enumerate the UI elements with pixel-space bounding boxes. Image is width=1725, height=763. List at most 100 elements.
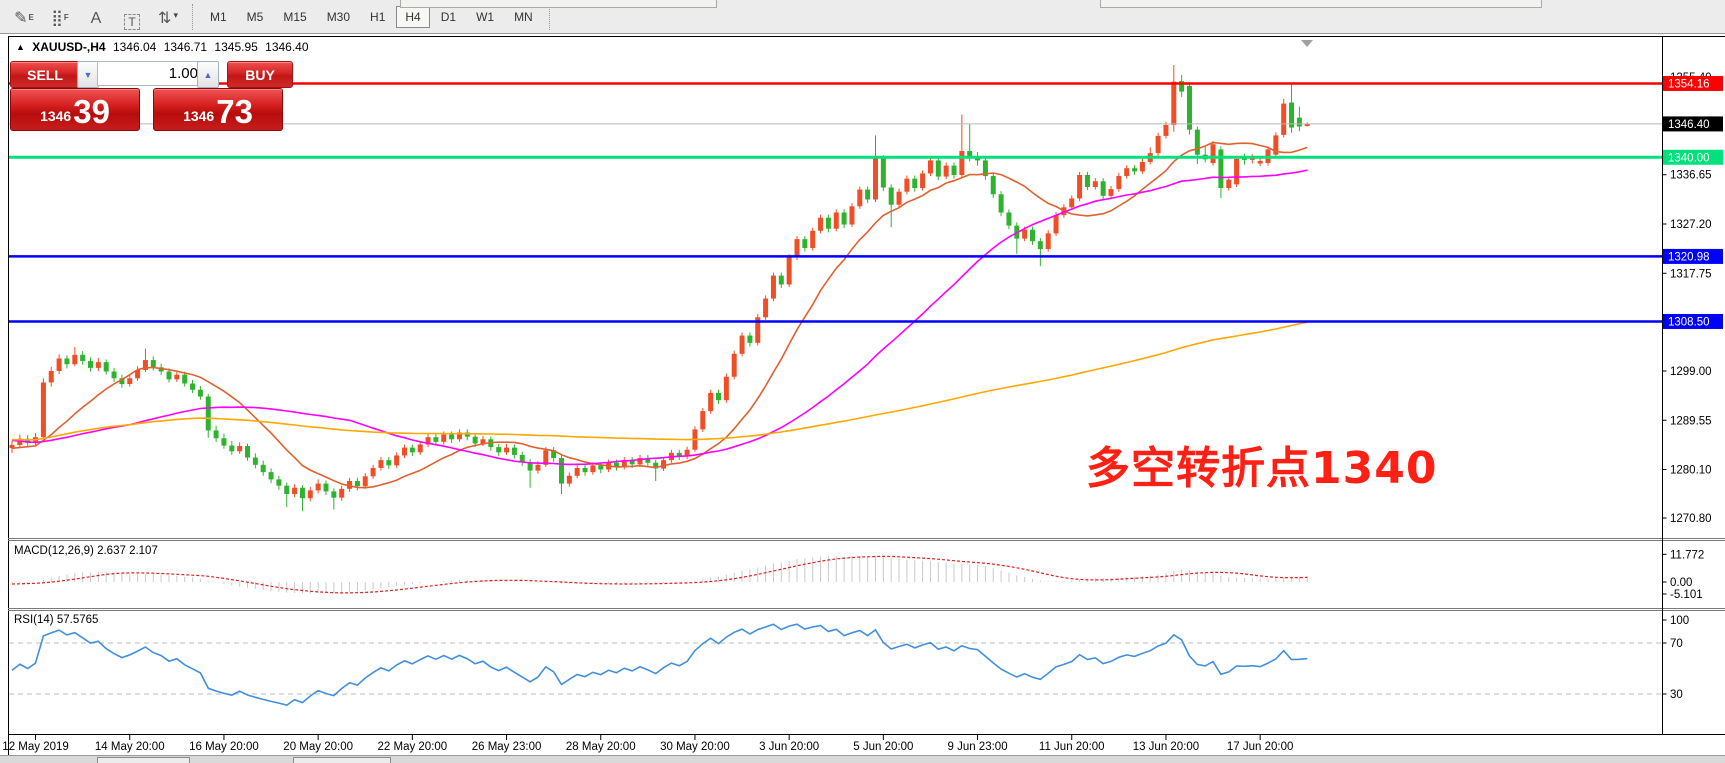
timeframe-button-MN[interactable]: MN xyxy=(514,9,533,24)
candle xyxy=(1092,178,1098,190)
candle xyxy=(645,454,651,467)
candle xyxy=(1273,132,1279,158)
collapse-triangle-icon[interactable]: ▲ xyxy=(16,42,25,52)
price-tick-label: 1270.80 xyxy=(1670,513,1712,525)
macd-label: MACD(12,26,9) 2.637 2.107 xyxy=(14,545,158,557)
price-tick-label: 1327.20 xyxy=(1670,219,1712,231)
grid-icon[interactable]: ⣿ F xyxy=(51,9,69,27)
candle xyxy=(810,227,816,251)
macd-values: 2.637 2.107 xyxy=(97,545,158,557)
candle xyxy=(119,374,125,388)
candle xyxy=(158,363,164,376)
timeframe-button-M1[interactable]: M1 xyxy=(210,9,227,24)
candle xyxy=(825,214,831,233)
candle xyxy=(331,488,337,510)
text-label-icon[interactable]: T xyxy=(115,4,149,30)
bid-price-box[interactable]: 1346 39 xyxy=(10,88,140,131)
candle xyxy=(48,366,54,387)
price-badge xyxy=(1663,149,1723,165)
candle xyxy=(927,157,933,177)
candle xyxy=(943,162,949,180)
candle xyxy=(1069,195,1075,210)
time-tick-label: 22 May 20:00 xyxy=(378,741,448,753)
candle xyxy=(284,482,290,508)
timeframe-button-D1[interactable]: D1 xyxy=(440,9,457,24)
candle xyxy=(417,441,423,455)
price-tick-label: 1299.00 xyxy=(1670,366,1712,378)
ask-price-box[interactable]: 1346 73 xyxy=(153,88,283,131)
main-chart-panel xyxy=(9,65,1310,512)
macd-tick-label: -5.101 xyxy=(1670,589,1703,601)
candle xyxy=(959,114,965,178)
timeframe-button-H1[interactable]: H1 xyxy=(370,9,386,24)
candle xyxy=(998,191,1004,217)
ohlc-close: 1346.40 xyxy=(265,40,309,54)
candle xyxy=(880,155,886,192)
rsi-line xyxy=(11,623,1308,706)
bid-price-small: 1346 xyxy=(40,108,72,124)
volume-decrease-button[interactable]: ▼ xyxy=(77,61,99,88)
candle xyxy=(409,444,415,456)
timeframe-button-W1[interactable]: W1 xyxy=(476,9,495,24)
candle xyxy=(1210,141,1216,166)
sell-button[interactable]: SELL xyxy=(10,61,80,88)
candle xyxy=(951,162,957,179)
buy-button[interactable]: BUY xyxy=(227,61,293,88)
bottom-panel-edge xyxy=(293,757,391,763)
timeframe-button-M5[interactable]: M5 xyxy=(246,9,264,24)
candle xyxy=(339,485,345,501)
candle xyxy=(967,123,973,162)
candle xyxy=(739,332,745,357)
candle xyxy=(574,464,580,479)
candle xyxy=(990,172,996,198)
candle xyxy=(307,486,313,502)
time-tick-label: 30 May 20:00 xyxy=(660,741,730,753)
price-tick-label: 1280.10 xyxy=(1670,465,1712,477)
arrows-icon[interactable]: ⇅ ▾ xyxy=(158,9,178,27)
candle xyxy=(386,457,392,469)
candle xyxy=(849,203,855,228)
bottom-panel-edge xyxy=(97,757,190,763)
price-badge-label: 1308.50 xyxy=(1668,316,1710,328)
price-badge-label: 1354.16 xyxy=(1668,78,1710,90)
candle xyxy=(1226,176,1232,191)
candle xyxy=(786,254,792,288)
candle xyxy=(370,464,376,479)
candle xyxy=(323,480,329,496)
timeframe-button-H4[interactable]: H4 xyxy=(396,5,430,28)
rsi-label: RSI(14) 57.5765 xyxy=(14,614,99,626)
candles xyxy=(9,65,1310,512)
candle xyxy=(818,214,824,234)
window-bottom-strip xyxy=(0,755,1725,763)
candle xyxy=(190,379,196,393)
candle xyxy=(1045,230,1051,252)
ohlc-low: 1345.95 xyxy=(214,40,258,54)
candle xyxy=(1218,146,1224,198)
candle xyxy=(1281,98,1287,138)
time-tick-label: 11 Jun 20:00 xyxy=(1039,741,1105,753)
time-tick-label: 14 May 20:00 xyxy=(95,741,165,753)
toolbar-separator-2 xyxy=(548,3,551,30)
ohlc-high: 1346.71 xyxy=(163,40,208,54)
volume-input[interactable]: 1.00 xyxy=(97,61,207,86)
styler-icon[interactable]: ✎ E xyxy=(14,9,34,27)
price-badge-label: 1340.00 xyxy=(1668,152,1710,164)
candle xyxy=(551,447,557,462)
symbol-period: XAUUSD-,H4 xyxy=(32,40,106,54)
volume-increase-button[interactable]: ▲ xyxy=(197,61,219,88)
candle xyxy=(755,314,761,346)
timeframe-buttons: M1 M5 M15 M30 H1 H4 D1 W1 MN xyxy=(200,5,543,28)
time-tick-label: 20 May 20:00 xyxy=(283,741,353,753)
candle xyxy=(1296,106,1302,132)
timeframe-button-M30[interactable]: M30 xyxy=(326,9,351,24)
candle xyxy=(888,184,894,228)
text-icon[interactable]: A xyxy=(90,9,102,27)
candle xyxy=(1187,83,1192,135)
time-tick-label: 16 May 20:00 xyxy=(189,741,259,753)
timeframe-button-M15[interactable]: M15 xyxy=(283,9,307,24)
candle xyxy=(354,477,360,491)
candle xyxy=(197,386,203,400)
candle xyxy=(182,371,188,387)
